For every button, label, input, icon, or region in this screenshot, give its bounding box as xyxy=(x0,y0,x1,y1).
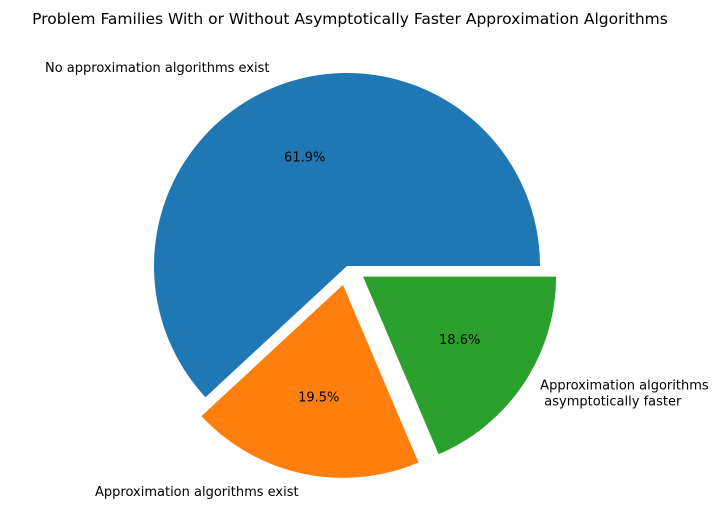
pie-slice-label-3: Approximation algorithms asymptotically … xyxy=(540,378,709,409)
pie-slice-label-line: No approximation algorithms exist xyxy=(45,61,269,76)
pie-slice-label-line: asymptotically faster xyxy=(540,394,682,409)
chart-title: Problem Families With or Without Asympto… xyxy=(32,10,668,28)
pie-slice-3 xyxy=(363,276,557,455)
pie-slice-label-line: Approximation algorithms exist xyxy=(95,485,299,500)
pie-pct-label-1: 61.9% xyxy=(284,151,325,166)
pie-pct-label-2: 19.5% xyxy=(298,391,339,406)
pie-labels: 61.9% No approximation algorithms exist 19… xyxy=(45,61,709,500)
pie-slices xyxy=(153,72,557,478)
pie-pct-label-3: 18.6% xyxy=(439,333,480,348)
pie-slice-1 xyxy=(153,72,540,398)
pie-slice-label-2: Approximation algorithms exist xyxy=(95,485,299,500)
pie-slice-label-1: No approximation algorithms exist xyxy=(45,61,269,76)
pie-slice-2 xyxy=(201,284,419,478)
pie-slice-label-line: Approximation algorithms xyxy=(540,378,709,393)
